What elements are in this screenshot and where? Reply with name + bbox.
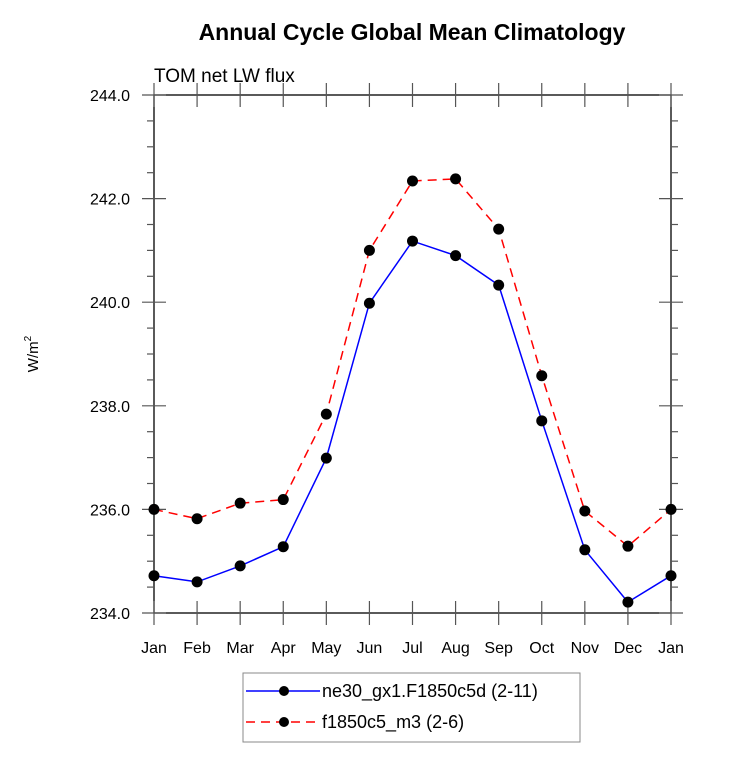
legend-label-series-2: f1850c5_m3 (2-6) <box>322 712 464 733</box>
data-point <box>363 244 375 256</box>
series-1 <box>148 235 677 608</box>
y-tick-label: 236.0 <box>90 502 130 519</box>
y-tick-label: 234.0 <box>90 606 130 623</box>
y-tick-labels: 234.0 236.0 238.0 240.0 242.0 244.0 <box>90 88 130 623</box>
y-axis-label-superscript: 2 <box>23 335 34 341</box>
data-point <box>665 503 677 515</box>
data-point <box>277 541 289 553</box>
series-layer <box>148 173 677 608</box>
x-tick-label: Dec <box>614 640 642 657</box>
x-tick-label: Sep <box>484 640 513 657</box>
data-point <box>234 497 246 509</box>
x-tick-label: Oct <box>529 640 554 657</box>
y-tick-label: 240.0 <box>90 295 130 312</box>
data-point <box>407 175 418 187</box>
data-point <box>191 513 203 525</box>
y-tick-label: 242.0 <box>90 192 130 209</box>
series-2 <box>148 173 677 552</box>
data-point <box>191 576 203 588</box>
x-tick-labels: Jan Feb Mar Apr May Jun Jul Aug Sep Oct Nov Dec Jan <box>141 640 684 657</box>
y-tick-label: 244.0 <box>90 88 130 105</box>
data-point <box>450 173 462 185</box>
y-axis-label: W/m2 <box>23 335 42 372</box>
data-point <box>407 235 418 247</box>
data-point <box>363 297 375 309</box>
data-point <box>234 560 246 572</box>
chart-subtitle: TOM net LW flux <box>154 66 295 87</box>
data-point <box>579 505 591 517</box>
data-point <box>277 494 289 506</box>
x-tick-label: Mar <box>226 640 254 657</box>
x-tick-label: Jul <box>402 640 422 657</box>
data-point <box>536 415 548 427</box>
x-tick-label: Nov <box>571 640 599 657</box>
x-tick-label: Jun <box>357 640 383 657</box>
data-point <box>665 570 677 582</box>
data-point <box>493 223 505 235</box>
data-point <box>622 540 634 552</box>
data-point <box>536 370 548 382</box>
x-tick-label: Jan <box>658 640 684 657</box>
data-point <box>148 570 160 582</box>
chart-title: Annual Cycle Global Mean Climatology <box>199 19 626 45</box>
x-tick-label: Apr <box>271 640 297 657</box>
y-tick-label: 238.0 <box>90 399 130 416</box>
legend-label-series-1: ne30_gx1.F1850c5d (2-11) <box>322 681 538 702</box>
legend: ne30_gx1.F1850c5d (2-11) f1850c5_m3 (2-6… <box>242 672 581 743</box>
legend-marker-series-2 <box>279 717 289 727</box>
x-tick-label: Feb <box>183 640 211 657</box>
data-point <box>450 250 462 262</box>
data-point <box>320 408 332 420</box>
data-point <box>493 279 505 291</box>
data-point <box>579 544 591 556</box>
data-point <box>320 452 332 464</box>
legend-box <box>242 672 581 743</box>
x-tick-label: Jan <box>141 640 167 657</box>
legend-marker-series-1 <box>279 686 289 696</box>
plot-axes <box>142 83 683 625</box>
series-line <box>153 240 672 604</box>
plot-frame <box>153 94 672 614</box>
data-point <box>622 596 634 608</box>
series-line <box>153 178 672 548</box>
data-point <box>148 503 160 515</box>
y-axis-label-base: W/m <box>25 341 42 372</box>
x-tick-label: May <box>311 640 341 657</box>
x-tick-label: Aug <box>441 640 469 657</box>
